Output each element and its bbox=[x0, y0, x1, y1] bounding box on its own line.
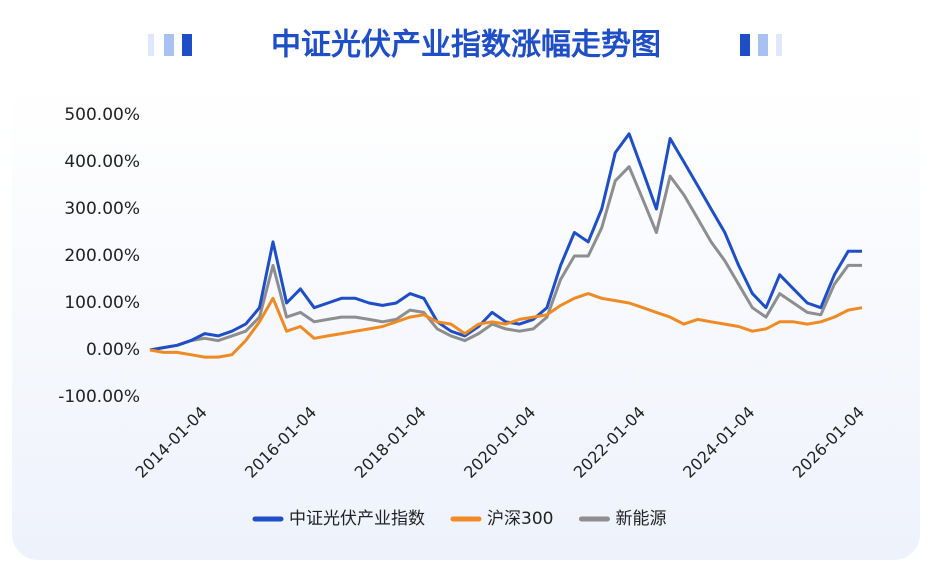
legend-label: 新能源 bbox=[615, 509, 666, 529]
y-tick-label: 100.00% bbox=[64, 293, 140, 313]
deco bbox=[740, 34, 750, 56]
legend-label: 沪深300 bbox=[487, 509, 553, 529]
chart-title: 中证光伏产业指数涨幅走势图 bbox=[271, 28, 661, 63]
series-line bbox=[149, 132, 862, 352]
legend-label: 中证光伏产业指数 bbox=[289, 509, 425, 529]
deco bbox=[164, 34, 174, 56]
series-line bbox=[149, 292, 863, 359]
y-tick-label: 500.00% bbox=[64, 105, 140, 125]
y-tick-label: 400.00% bbox=[64, 152, 140, 172]
deco bbox=[148, 34, 154, 56]
deco bbox=[758, 34, 768, 56]
y-tick-label: -100.00% bbox=[58, 387, 140, 407]
deco bbox=[776, 34, 782, 56]
series-line bbox=[149, 165, 862, 352]
deco bbox=[182, 34, 192, 56]
y-tick-label: 0.00% bbox=[86, 340, 140, 360]
card bbox=[12, 82, 920, 560]
y-tick-label: 300.00% bbox=[64, 199, 140, 219]
y-tick-label: 200.00% bbox=[64, 246, 140, 266]
